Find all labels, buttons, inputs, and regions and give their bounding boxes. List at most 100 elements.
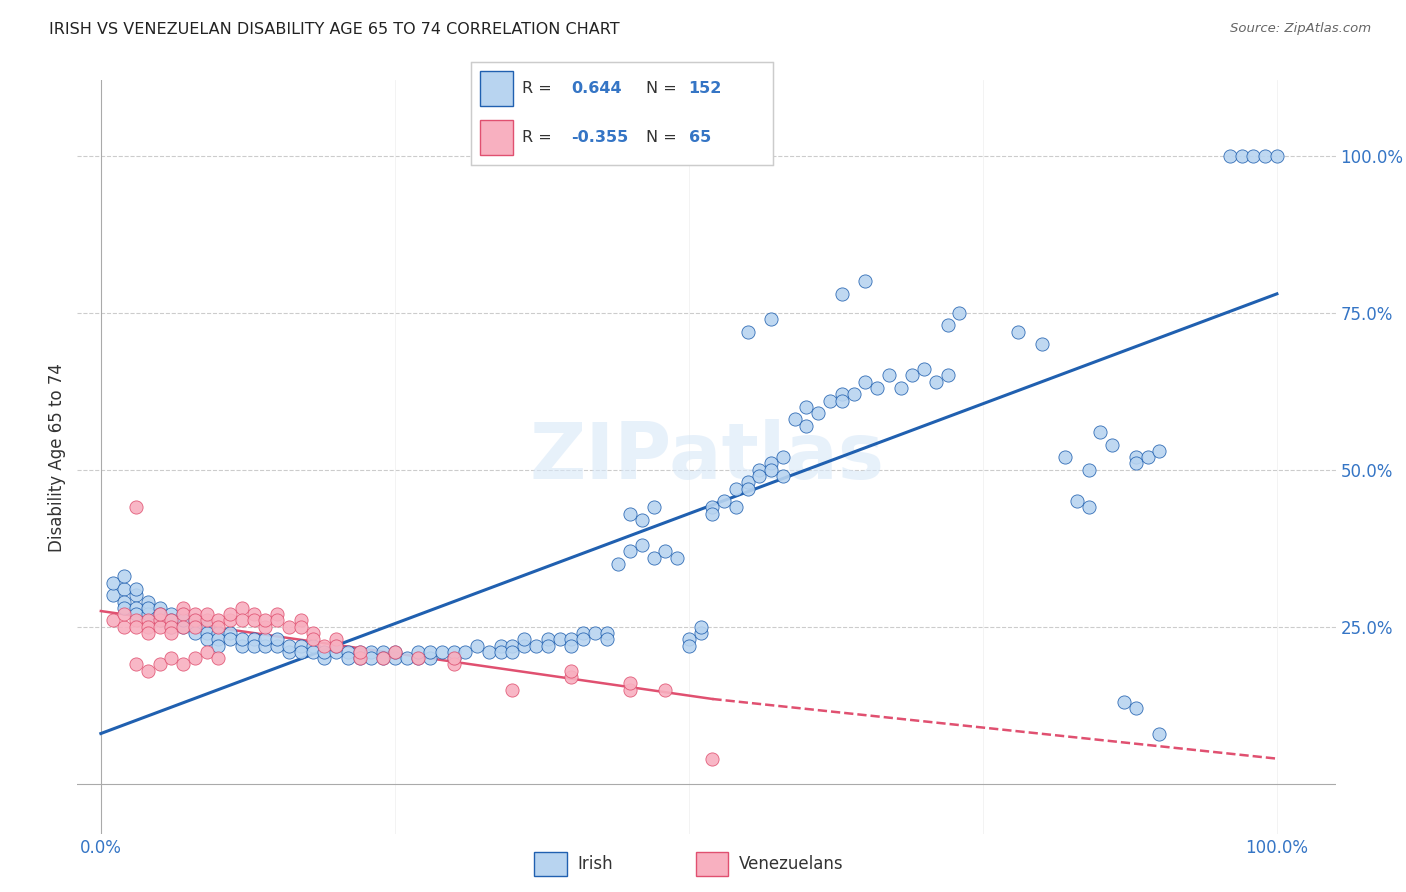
Point: [595, 626, 617, 640]
Point: [1066, 494, 1088, 508]
Point: [1054, 450, 1077, 465]
Text: N =: N =: [647, 80, 682, 95]
Point: [172, 620, 194, 634]
Point: [136, 626, 159, 640]
Point: [831, 286, 853, 301]
Point: [231, 639, 253, 653]
Point: [136, 601, 159, 615]
Point: [125, 657, 148, 672]
Point: [136, 664, 159, 678]
Text: Irish: Irish: [578, 855, 613, 873]
Point: [537, 632, 560, 647]
Point: [1230, 149, 1253, 163]
Point: [314, 651, 336, 665]
Point: [101, 575, 124, 590]
Point: [207, 620, 229, 634]
Point: [219, 626, 242, 640]
Point: [195, 626, 218, 640]
Point: [619, 544, 641, 558]
Point: [1112, 695, 1135, 709]
Point: [724, 500, 747, 515]
Point: [761, 463, 783, 477]
Point: [772, 450, 794, 465]
Point: [207, 651, 229, 665]
Point: [301, 632, 323, 647]
Point: [513, 632, 536, 647]
Point: [408, 651, 430, 665]
Point: [654, 682, 676, 697]
Point: [831, 393, 853, 408]
Point: [925, 375, 948, 389]
Point: [1125, 457, 1147, 471]
Point: [443, 651, 465, 665]
Text: R =: R =: [523, 130, 557, 145]
Point: [172, 657, 194, 672]
Point: [160, 626, 183, 640]
Point: [195, 607, 218, 622]
Bar: [479, 70, 513, 105]
Point: [737, 482, 759, 496]
Point: [160, 607, 183, 622]
Point: [266, 632, 288, 647]
Point: [1219, 149, 1241, 163]
Point: [160, 651, 183, 665]
Point: [149, 620, 172, 634]
Point: [278, 620, 301, 634]
Point: [325, 639, 347, 653]
Point: [853, 274, 876, 288]
Point: [689, 620, 711, 634]
Point: [842, 387, 865, 401]
Point: [371, 651, 394, 665]
Point: [125, 500, 148, 515]
Point: [619, 682, 641, 697]
Point: [395, 651, 418, 665]
Point: [419, 645, 441, 659]
Point: [818, 393, 841, 408]
Point: [219, 607, 242, 622]
Point: [160, 620, 183, 634]
Point: [149, 614, 172, 628]
Point: [772, 469, 794, 483]
Point: [101, 588, 124, 602]
Point: [360, 645, 382, 659]
Point: [936, 318, 959, 333]
Point: [136, 620, 159, 634]
Point: [112, 620, 135, 634]
Text: -0.355: -0.355: [571, 130, 628, 145]
Point: [583, 626, 606, 640]
Point: [149, 607, 172, 622]
Point: [149, 607, 172, 622]
Point: [501, 645, 523, 659]
Point: [702, 751, 724, 765]
Text: 152: 152: [689, 80, 723, 95]
Point: [325, 632, 347, 647]
Point: [242, 614, 264, 628]
Point: [184, 620, 207, 634]
Text: IRISH VS VENEZUELAN DISABILITY AGE 65 TO 74 CORRELATION CHART: IRISH VS VENEZUELAN DISABILITY AGE 65 TO…: [49, 22, 620, 37]
Point: [207, 626, 229, 640]
Point: [831, 387, 853, 401]
Point: [231, 601, 253, 615]
Point: [384, 645, 406, 659]
Point: [1125, 701, 1147, 715]
Point: [643, 500, 665, 515]
Point: [890, 381, 912, 395]
Text: 65: 65: [689, 130, 711, 145]
Point: [336, 645, 359, 659]
Text: Source: ZipAtlas.com: Source: ZipAtlas.com: [1230, 22, 1371, 36]
Point: [136, 614, 159, 628]
Text: 0.644: 0.644: [571, 80, 621, 95]
Point: [713, 494, 735, 508]
Point: [443, 657, 465, 672]
Point: [595, 632, 617, 647]
Point: [443, 651, 465, 665]
Point: [112, 569, 135, 583]
Point: [149, 601, 172, 615]
Point: [1136, 450, 1159, 465]
Point: [349, 645, 371, 659]
Point: [560, 632, 582, 647]
Point: [336, 651, 359, 665]
Point: [160, 614, 183, 628]
Point: [560, 639, 582, 653]
Point: [443, 645, 465, 659]
